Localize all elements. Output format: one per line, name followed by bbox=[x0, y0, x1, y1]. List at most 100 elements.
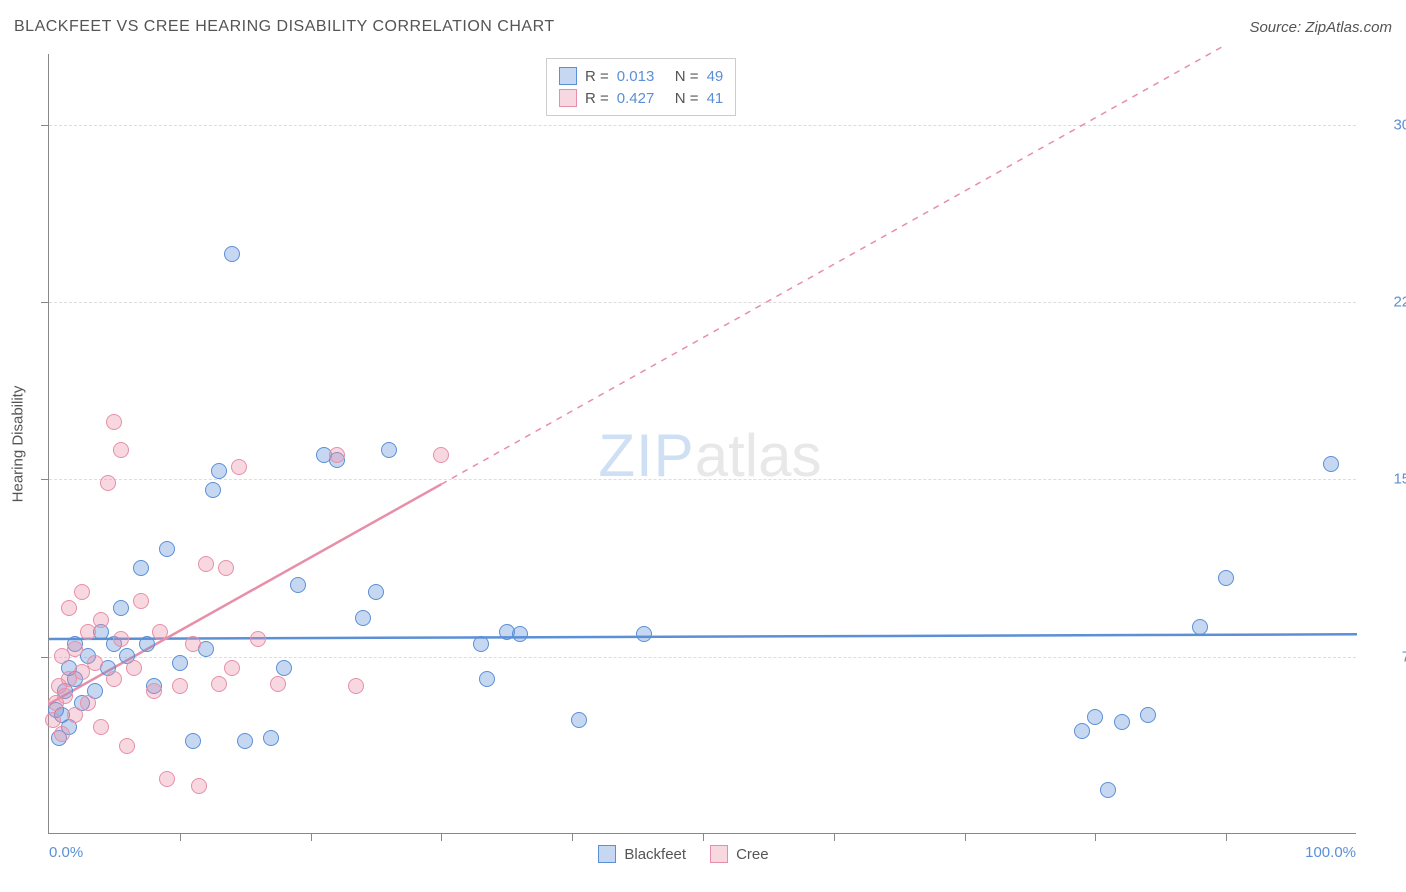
data-point bbox=[80, 624, 96, 640]
legend-swatch bbox=[710, 845, 728, 863]
data-point bbox=[329, 447, 345, 463]
y-tick bbox=[41, 479, 49, 480]
data-point bbox=[473, 636, 489, 652]
chart-header: BLACKFEET VS CREE HEARING DISABILITY COR… bbox=[14, 18, 1392, 36]
legend-item: Cree bbox=[710, 845, 769, 863]
trend-lines bbox=[49, 54, 1357, 834]
y-tick-label: 7.5% bbox=[1366, 648, 1406, 665]
y-tick-label: 15.0% bbox=[1366, 471, 1406, 488]
x-axis-max-label: 100.0% bbox=[1305, 844, 1356, 861]
data-point bbox=[159, 771, 175, 787]
x-tick bbox=[1226, 833, 1227, 841]
data-point bbox=[191, 778, 207, 794]
x-tick bbox=[834, 833, 835, 841]
data-point bbox=[250, 631, 266, 647]
x-tick bbox=[311, 833, 312, 841]
data-point bbox=[159, 541, 175, 557]
data-point bbox=[45, 712, 61, 728]
legend-r-label: R = bbox=[585, 68, 609, 85]
data-point bbox=[198, 556, 214, 572]
y-tick bbox=[41, 125, 49, 126]
data-point bbox=[152, 624, 168, 640]
data-point bbox=[290, 577, 306, 593]
chart-source: Source: ZipAtlas.com bbox=[1249, 19, 1392, 36]
data-point bbox=[61, 600, 77, 616]
data-point bbox=[368, 584, 384, 600]
legend-n-value: 49 bbox=[707, 68, 724, 85]
data-point bbox=[100, 475, 116, 491]
x-tick bbox=[1095, 833, 1096, 841]
data-point bbox=[93, 612, 109, 628]
legend-r-value: 0.427 bbox=[617, 90, 667, 107]
data-point bbox=[218, 560, 234, 576]
legend-r-label: R = bbox=[585, 90, 609, 107]
y-tick bbox=[41, 657, 49, 658]
data-point bbox=[133, 560, 149, 576]
data-point bbox=[1140, 707, 1156, 723]
data-point bbox=[93, 719, 109, 735]
data-point bbox=[211, 676, 227, 692]
data-point bbox=[146, 683, 162, 699]
data-point bbox=[1114, 714, 1130, 730]
data-point bbox=[139, 636, 155, 652]
data-point bbox=[113, 442, 129, 458]
x-tick bbox=[572, 833, 573, 841]
legend-n-label: N = bbox=[675, 90, 699, 107]
data-point bbox=[1087, 709, 1103, 725]
data-point bbox=[355, 610, 371, 626]
data-point bbox=[381, 442, 397, 458]
legend-swatch bbox=[559, 67, 577, 85]
data-point bbox=[87, 655, 103, 671]
data-point bbox=[224, 660, 240, 676]
data-point bbox=[636, 626, 652, 642]
data-point bbox=[1218, 570, 1234, 586]
data-point bbox=[571, 712, 587, 728]
data-point bbox=[185, 636, 201, 652]
data-point bbox=[479, 671, 495, 687]
y-tick bbox=[41, 302, 49, 303]
y-tick-label: 30.0% bbox=[1366, 116, 1406, 133]
data-point bbox=[433, 447, 449, 463]
legend-swatch bbox=[559, 89, 577, 107]
data-point bbox=[237, 733, 253, 749]
data-point bbox=[1192, 619, 1208, 635]
data-point bbox=[185, 733, 201, 749]
data-point bbox=[80, 695, 96, 711]
data-point bbox=[263, 730, 279, 746]
data-point bbox=[133, 593, 149, 609]
legend-item: Blackfeet bbox=[598, 845, 686, 863]
data-point bbox=[276, 660, 292, 676]
data-point bbox=[67, 707, 83, 723]
legend-stats-row: R = 0.013 N = 49 bbox=[559, 65, 723, 87]
chart-title: BLACKFEET VS CREE HEARING DISABILITY COR… bbox=[14, 18, 555, 36]
data-point bbox=[211, 463, 227, 479]
scatter-plot-area: 7.5%15.0%22.5%30.0%0.0%100.0%ZIPatlasR =… bbox=[48, 54, 1356, 834]
data-point bbox=[119, 738, 135, 754]
x-tick bbox=[703, 833, 704, 841]
data-point bbox=[126, 660, 142, 676]
data-point bbox=[172, 678, 188, 694]
data-point bbox=[113, 600, 129, 616]
data-point bbox=[348, 678, 364, 694]
data-point bbox=[113, 631, 129, 647]
data-point bbox=[172, 655, 188, 671]
data-point bbox=[270, 676, 286, 692]
y-axis-label: Hearing Disability bbox=[10, 386, 27, 503]
legend-stats: R = 0.013 N = 49 R = 0.427 N = 41 bbox=[546, 58, 736, 116]
data-point bbox=[224, 246, 240, 262]
data-point bbox=[1074, 723, 1090, 739]
legend-n-label: N = bbox=[675, 68, 699, 85]
legend-series-name: Cree bbox=[736, 846, 769, 863]
data-point bbox=[231, 459, 247, 475]
data-point bbox=[57, 688, 73, 704]
legend-r-value: 0.013 bbox=[617, 68, 667, 85]
data-point bbox=[512, 626, 528, 642]
legend-stats-row: R = 0.427 N = 41 bbox=[559, 87, 723, 109]
data-point bbox=[54, 726, 70, 742]
data-point bbox=[106, 671, 122, 687]
data-point bbox=[106, 414, 122, 430]
legend-n-value: 41 bbox=[707, 90, 724, 107]
x-tick bbox=[180, 833, 181, 841]
data-point bbox=[67, 641, 83, 657]
data-point bbox=[1323, 456, 1339, 472]
